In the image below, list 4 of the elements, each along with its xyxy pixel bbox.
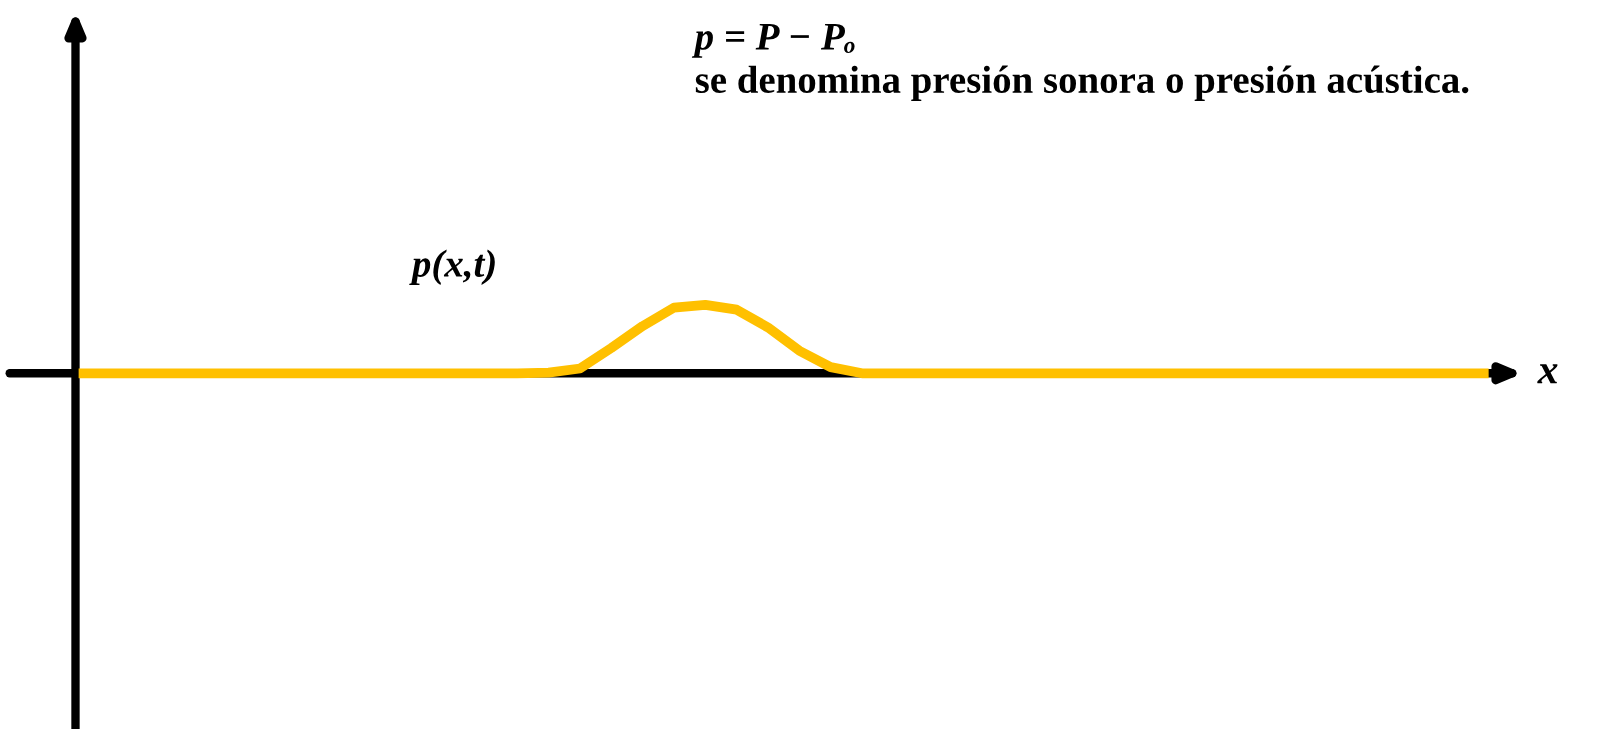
y-axis-title: p(x,t) xyxy=(409,249,495,285)
text: se denomina presión sonora o presión acústica. xyxy=(695,65,1469,101)
x-axis-title: x xyxy=(1537,364,1558,384)
text: p = P − Pₒ xyxy=(691,23,855,58)
